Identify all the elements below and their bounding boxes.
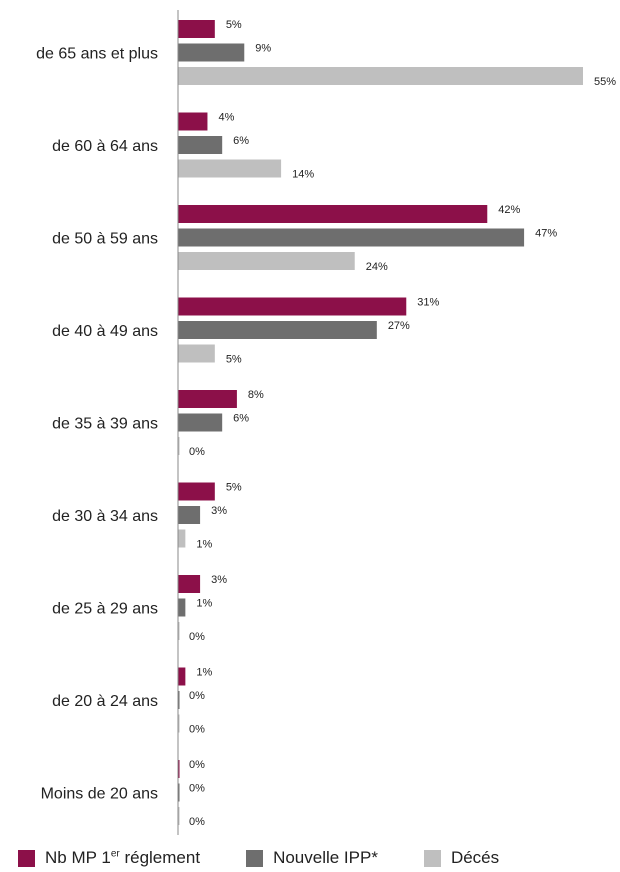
bar — [178, 691, 180, 709]
data-label: 3% — [211, 505, 227, 517]
bar — [178, 622, 180, 640]
data-label: 4% — [218, 112, 234, 124]
legend-item-deces: Décés — [423, 848, 500, 868]
bar — [178, 20, 215, 38]
bar — [178, 783, 180, 802]
data-label: 14% — [292, 169, 314, 181]
bar — [178, 344, 215, 363]
bar — [178, 252, 355, 270]
data-label: 1% — [196, 539, 212, 551]
category-label: Moins de 20 ans — [41, 786, 158, 803]
bar — [178, 482, 215, 501]
bar — [178, 807, 180, 825]
data-label: 24% — [366, 261, 388, 273]
data-label: 0% — [189, 690, 205, 702]
category-label: de 30 à 34 ans — [52, 508, 158, 525]
data-label: 1% — [196, 598, 212, 610]
bar — [178, 159, 282, 178]
legend-item-nb-mp: Nb MP 1er réglement — [18, 848, 200, 868]
data-label: 6% — [233, 413, 249, 425]
category-label: de 35 à 39 ans — [52, 416, 158, 433]
data-label: 0% — [189, 816, 205, 828]
data-label: 0% — [189, 783, 205, 795]
legend-swatch-nouvelle-ipp — [246, 849, 264, 867]
data-label: 0% — [189, 724, 205, 736]
legend-label-deces: Décés — [450, 848, 500, 867]
bar — [178, 506, 201, 524]
data-label: 0% — [189, 631, 205, 643]
data-label: 0% — [189, 759, 205, 771]
data-label: 47% — [535, 228, 557, 240]
data-label: 1% — [196, 667, 212, 679]
data-label: 6% — [233, 135, 249, 147]
labels-layer: de 65 ans et plus 5% 9% 55% de 60 à 64 ans 4%… — [36, 19, 616, 828]
bar — [178, 667, 186, 686]
data-label: 5% — [226, 354, 242, 366]
bar — [178, 112, 208, 131]
bar — [178, 390, 237, 408]
bar — [178, 714, 180, 733]
legend-label-nouvelle-ipp: Nouvelle IPP* — [273, 848, 378, 867]
bar — [178, 43, 245, 62]
category-label: de 25 à 29 ans — [52, 601, 158, 618]
data-label: 5% — [226, 482, 242, 494]
bar — [178, 598, 186, 617]
bars-layer — [178, 20, 583, 825]
bar — [178, 760, 180, 778]
data-label: 5% — [226, 19, 242, 31]
bar — [178, 67, 583, 85]
bar — [178, 205, 488, 223]
data-label: 0% — [189, 446, 205, 458]
category-label: de 40 à 49 ans — [52, 323, 158, 340]
legend-swatch-deces — [423, 849, 441, 867]
bar-chart: de 65 ans et plus 5% 9% 55% de 60 à 64 ans 4%… — [36, 10, 616, 835]
category-label: de 20 à 24 ans — [52, 693, 158, 710]
legend: Nb MP 1er réglement Nouvelle IPP* Décés — [18, 848, 545, 868]
category-label: de 65 ans et plus — [36, 46, 158, 63]
data-label: 9% — [255, 43, 271, 55]
category-label: de 50 à 59 ans — [52, 231, 158, 248]
legend-item-nouvelle-ipp: Nouvelle IPP* — [246, 848, 378, 868]
category-label: de 60 à 64 ans — [52, 138, 158, 155]
bar — [178, 437, 180, 455]
bar — [178, 321, 377, 339]
data-label: 27% — [388, 320, 410, 332]
bar — [178, 529, 186, 548]
bar — [178, 413, 223, 432]
data-label: 31% — [417, 297, 439, 309]
bar — [178, 228, 525, 247]
data-label: 3% — [211, 574, 227, 586]
legend-swatch-nb-mp — [18, 849, 35, 867]
data-label: 8% — [248, 389, 264, 401]
data-label: 55% — [594, 76, 616, 88]
data-label: 42% — [498, 204, 520, 216]
legend-label-nb-mp: Nb MP 1er réglement — [45, 848, 201, 867]
bar — [178, 297, 407, 316]
bar — [178, 575, 201, 593]
bar — [178, 136, 223, 154]
